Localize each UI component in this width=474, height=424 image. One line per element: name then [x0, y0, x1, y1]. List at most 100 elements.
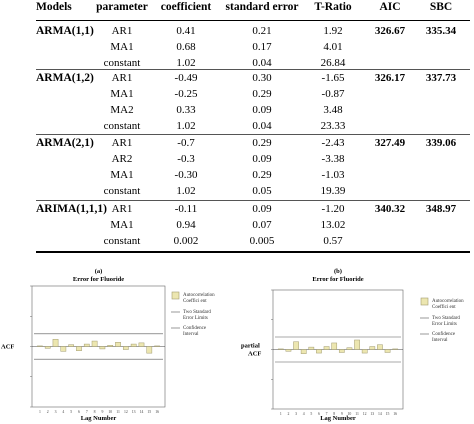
standard-error-cell: 0.09 — [252, 153, 272, 165]
x-tick-label: 7 — [86, 410, 88, 414]
acf-bar — [369, 346, 376, 350]
sbc-value: 339.06 — [425, 137, 457, 149]
t-ratio-cell: 13.02 — [320, 219, 346, 231]
x-tick-label: 5 — [70, 410, 72, 414]
y-axis-label: ACF — [1, 344, 14, 351]
acf-bar — [377, 344, 383, 350]
x-tick-label: 7 — [326, 412, 328, 416]
standard-error-cell: 0.17 — [252, 41, 272, 53]
model-separator — [36, 69, 470, 70]
sbc-value: 337.73 — [425, 72, 457, 84]
pacf-figure-b: (b) Error for Fluoride 1 2 3 4 5 6 7 8 9 10 11 12 13 14… — [240, 262, 472, 424]
t-ratio-cell: 23.33 — [320, 120, 346, 132]
acf-bar — [338, 349, 345, 353]
t-ratio-cell: -1.65 — [321, 72, 345, 84]
t-ratio-cell: 0.57 — [323, 235, 343, 247]
parameter-cell: MA1 — [110, 219, 134, 231]
parameter-cell: AR1 — [111, 25, 133, 37]
x-axis-label: Lag Number — [320, 415, 356, 422]
standard-error-cell: 0.005 — [249, 235, 275, 247]
standard-error-cell: 0.04 — [252, 57, 272, 69]
model-name: ARMA(2,1) — [36, 137, 94, 149]
t-ratio-cell: -3.38 — [321, 153, 345, 165]
parameter-cell: constant — [103, 57, 141, 69]
acf-bar — [354, 339, 360, 350]
x-tick-label: 2 — [287, 412, 289, 416]
sbc-value: 335.34 — [425, 25, 457, 37]
arima-model-table: Models parameter coefficient standard error… — [36, 1, 470, 253]
table-rule — [36, 251, 470, 253]
acf-bar — [277, 348, 284, 350]
parameter-cell: constant — [103, 185, 141, 197]
standard-error-cell: 0.07 — [252, 219, 272, 231]
standard-error-cell: 0.09 — [252, 203, 272, 215]
x-tick-label: 13 — [370, 412, 374, 416]
model-name: ARIMA(1,1,1) — [36, 203, 107, 215]
legend-bar-swatch — [171, 291, 180, 300]
x-tick-label: 15 — [147, 410, 151, 414]
t-ratio-cell: -2.43 — [321, 137, 345, 149]
t-ratio-cell: -1.03 — [321, 169, 345, 181]
column-header: standard error — [225, 1, 299, 13]
standard-error-cell: 0.09 — [252, 104, 272, 116]
acf-bar — [76, 346, 82, 351]
t-ratio-cell: -1.20 — [321, 203, 345, 215]
legend-bar-swatch — [420, 297, 429, 306]
coefficient-cell: 0.002 — [173, 235, 199, 247]
y-axis-label: partial ACF — [241, 343, 261, 358]
x-tick-label: 10 — [108, 410, 112, 414]
x-tick-label: 12 — [363, 412, 367, 416]
t-ratio-cell: 1.92 — [323, 25, 343, 37]
panel-label: (a) — [95, 268, 103, 275]
x-tick-label: 8 — [94, 410, 96, 414]
acf-bar — [323, 346, 330, 350]
t-ratio-cell: -0.87 — [321, 88, 345, 100]
column-header: parameter — [96, 1, 148, 13]
t-ratio-cell: 19.39 — [320, 185, 346, 197]
x-tick-label: 14 — [378, 412, 382, 416]
acf-bar — [107, 345, 114, 347]
x-tick-label: 16 — [393, 412, 397, 416]
column-header: SBC — [429, 1, 453, 13]
acf-bar — [130, 343, 137, 347]
coefficient-cell: 1.02 — [176, 57, 196, 69]
x-tick-label: 8 — [333, 412, 335, 416]
table-rule — [36, 20, 470, 21]
coefficient-cell: -0.30 — [174, 169, 198, 181]
standard-error-cell: 0.29 — [252, 88, 272, 100]
coefficient-cell: -0.25 — [174, 88, 198, 100]
legend-label: Confidence Interval — [183, 326, 207, 337]
model-separator — [36, 134, 470, 135]
parameter-cell: MA1 — [110, 41, 134, 53]
x-tick-label: 9 — [341, 412, 343, 416]
acf-bar — [138, 342, 145, 347]
coefficient-cell: 1.02 — [176, 185, 196, 197]
x-tick-label: 1 — [280, 412, 282, 416]
acf-bar — [44, 346, 51, 349]
aic-value: 327.49 — [374, 137, 406, 149]
acf-bar — [316, 349, 322, 354]
coefficient-cell: 1.02 — [176, 120, 196, 132]
t-ratio-cell: 4.01 — [323, 41, 343, 53]
coefficient-cell: -0.49 — [174, 72, 198, 84]
x-tick-label: 16 — [155, 410, 159, 414]
standard-error-cell: 0.29 — [252, 137, 272, 149]
legend-label: Autocorrelation Coeffici ent — [432, 299, 464, 310]
coefficient-cell: 0.94 — [176, 219, 196, 231]
acf-bar — [308, 346, 315, 350]
coefficient-cell: 0.33 — [176, 104, 196, 116]
x-tick-label: 9 — [101, 410, 103, 414]
chart-title: Error for Fluoride — [73, 276, 124, 283]
parameter-cell: MA2 — [110, 104, 134, 116]
acf-bar — [346, 347, 353, 350]
coefficient-cell: -0.11 — [174, 203, 198, 215]
standard-error-cell: 0.05 — [252, 185, 272, 197]
acf-bar — [154, 345, 160, 347]
aic-value: 340.32 — [374, 203, 406, 215]
x-tick-label: 13 — [132, 410, 136, 414]
acf-bar — [60, 346, 67, 352]
legend-label: Two Standard Error Limits — [432, 316, 460, 327]
sbc-value: 348.97 — [425, 203, 457, 215]
